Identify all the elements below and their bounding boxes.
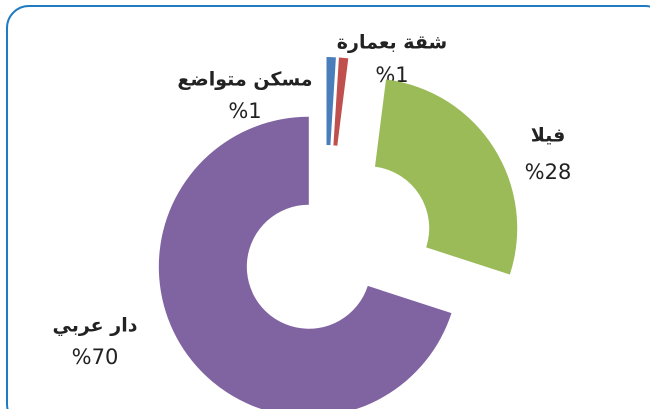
- donut-slice: [326, 57, 336, 146]
- donut-slice: [158, 116, 452, 409]
- donut-slice: [374, 79, 518, 275]
- slice-value-label: %70: [72, 345, 119, 369]
- donut-slice: [333, 57, 349, 146]
- slice-label: فيلا: [531, 125, 566, 147]
- slice-label: دار عربي: [53, 315, 138, 337]
- slice-value-label: %1: [228, 99, 261, 123]
- slice-value-label: %28: [525, 160, 572, 184]
- slice-label: شقة بعمارة: [337, 32, 447, 54]
- slice-label: مسكن متواضع: [177, 69, 312, 91]
